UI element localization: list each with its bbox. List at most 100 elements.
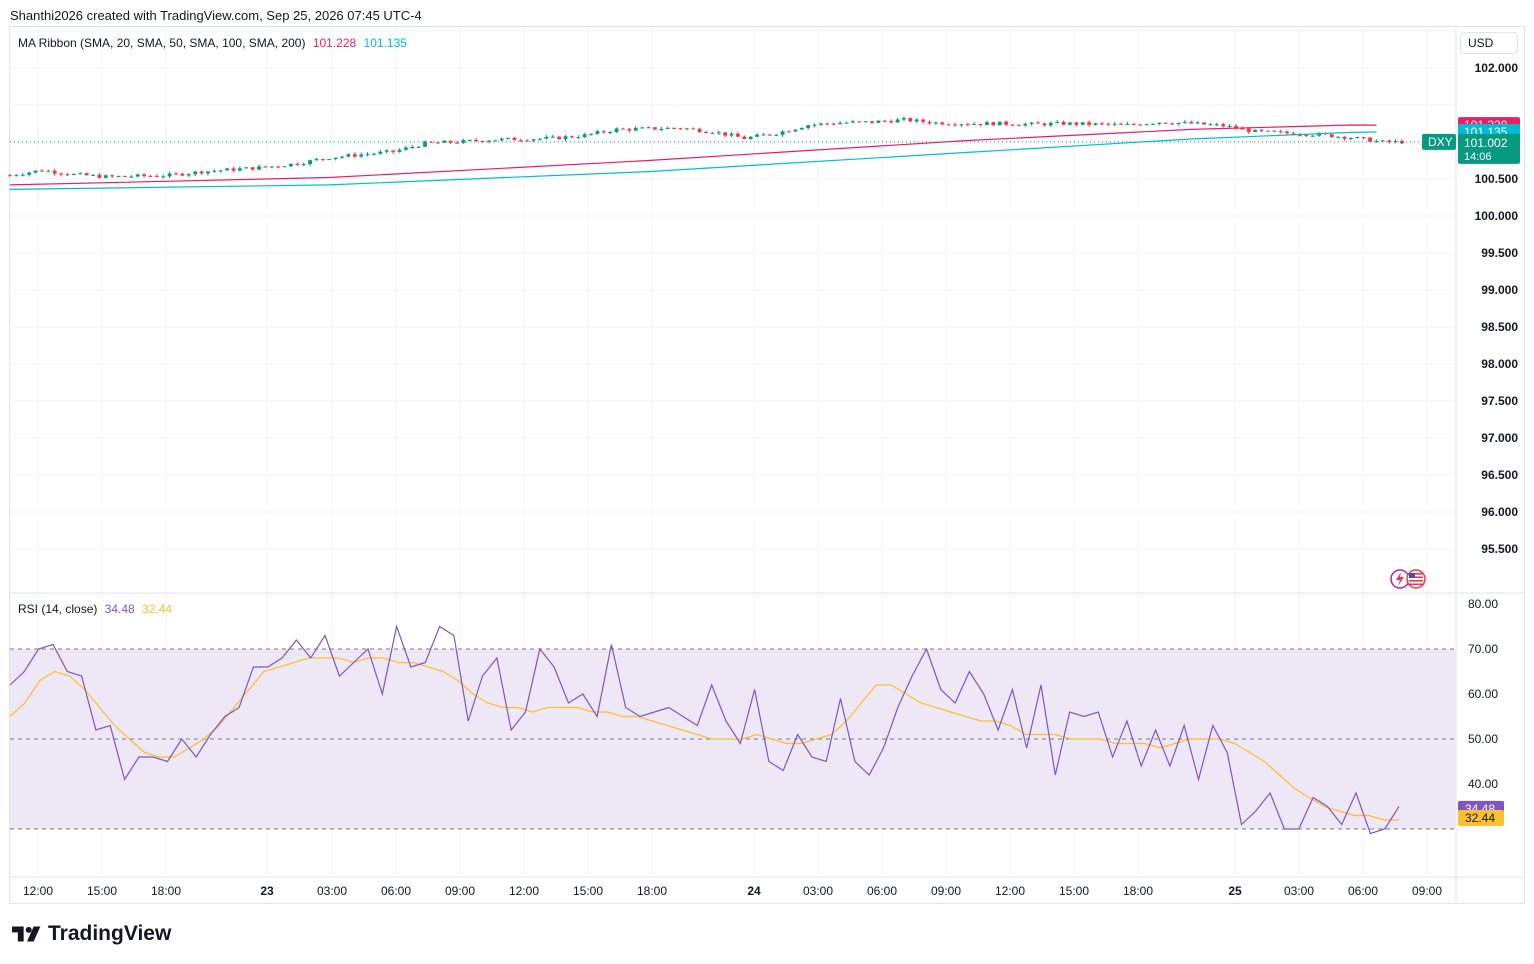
price-candle[interactable] (940, 121, 945, 126)
price-candle[interactable] (1234, 124, 1238, 131)
price-candle[interactable] (506, 137, 510, 140)
price-candle[interactable] (435, 141, 440, 144)
price-candle[interactable] (410, 144, 415, 150)
price-candle[interactable] (397, 148, 402, 153)
price-candle[interactable] (1387, 139, 1392, 144)
price-candle[interactable] (244, 166, 249, 169)
price-candle[interactable] (71, 173, 76, 176)
price-candle[interactable] (633, 125, 638, 132)
price-candle[interactable] (289, 163, 293, 168)
price-candle[interactable] (333, 157, 338, 161)
price-candle[interactable] (659, 126, 664, 132)
tradingview-logo[interactable]: TradingView (12, 922, 171, 946)
price-candle[interactable] (320, 158, 325, 162)
price-candle[interactable] (550, 134, 555, 138)
price-candle[interactable] (870, 121, 874, 124)
price-candle[interactable] (467, 139, 472, 141)
price-candle[interactable] (863, 121, 868, 123)
price-candle[interactable] (1010, 124, 1015, 127)
price-candle[interactable] (103, 174, 108, 179)
price-candle[interactable] (314, 157, 319, 161)
price-candle[interactable] (33, 170, 38, 174)
price-candle[interactable] (850, 119, 855, 124)
price-candle[interactable] (359, 152, 364, 159)
price-candle[interactable] (1176, 122, 1181, 126)
price-candle[interactable] (154, 174, 159, 177)
price-candle[interactable] (991, 121, 996, 126)
price-candle[interactable] (819, 122, 823, 127)
price-candle[interactable] (1272, 130, 1277, 132)
price-candle[interactable] (269, 166, 274, 168)
ma-ribbon-legend[interactable]: MA Ribbon (SMA, 20, SMA, 50, SMA, 100, S… (18, 36, 407, 50)
price-candle[interactable] (1304, 134, 1309, 138)
price-candle[interactable] (372, 152, 376, 156)
price-candle[interactable] (1253, 129, 1258, 133)
price-candle[interactable] (723, 132, 728, 138)
price-candle[interactable] (1144, 123, 1149, 126)
price-candle[interactable] (346, 153, 351, 158)
price-candle[interactable] (1227, 123, 1232, 128)
price-candle[interactable] (914, 117, 919, 124)
price-candle[interactable] (557, 136, 562, 140)
price-candle[interactable] (40, 169, 44, 172)
price-candle[interactable] (59, 172, 63, 177)
price-candle[interactable] (442, 139, 447, 143)
price-candle[interactable] (857, 121, 862, 123)
price-candle[interactable] (1182, 119, 1187, 124)
sma-50-line[interactable] (9, 131, 1377, 190)
price-candle[interactable] (1016, 124, 1021, 127)
price-candle[interactable] (416, 145, 421, 148)
price-candle[interactable] (806, 124, 811, 130)
price-candle[interactable] (1042, 122, 1047, 127)
price-candle[interactable] (231, 166, 236, 173)
price-candle[interactable] (78, 172, 83, 175)
currency-selector[interactable]: USD (1460, 32, 1518, 54)
rsi-ma-value-label[interactable]: 32.44 (1458, 810, 1504, 827)
price-candle[interactable] (1202, 122, 1206, 125)
price-candle[interactable] (142, 173, 147, 178)
price-candle[interactable] (129, 175, 134, 178)
price-candle[interactable] (531, 138, 536, 143)
price-candle[interactable] (582, 132, 587, 138)
price-candle[interactable] (250, 167, 255, 171)
symbol-tag[interactable]: DXY (1422, 133, 1456, 150)
price-candle[interactable] (186, 173, 191, 178)
price-candle[interactable] (365, 151, 370, 157)
price-candle[interactable] (569, 135, 574, 139)
price-candle[interactable] (895, 117, 900, 123)
price-candle[interactable] (716, 130, 721, 136)
price-candle[interactable] (799, 127, 804, 130)
price-candle[interactable] (1138, 123, 1143, 126)
price-candle[interactable] (838, 120, 843, 125)
rsi-ma-line[interactable] (9, 657, 1399, 821)
price-candle[interactable] (512, 136, 517, 141)
price-candle[interactable] (199, 170, 204, 175)
price-candle[interactable] (742, 135, 747, 140)
price-candle[interactable] (1285, 130, 1289, 135)
price-candle[interactable] (1349, 137, 1353, 141)
price-candle[interactable] (499, 137, 504, 142)
price-candle[interactable] (455, 141, 459, 144)
price-candle[interactable] (174, 172, 178, 175)
price-candle[interactable] (793, 129, 798, 133)
price-candle[interactable] (1036, 121, 1040, 124)
price-candle[interactable] (640, 126, 645, 129)
price-candle[interactable] (1163, 122, 1168, 124)
price-candle[interactable] (1004, 120, 1009, 127)
price-candle[interactable] (646, 126, 651, 129)
price-candle[interactable] (1119, 122, 1123, 125)
price-candle[interactable] (748, 135, 753, 140)
price-candle[interactable] (1221, 122, 1226, 128)
price-candle[interactable] (697, 127, 702, 134)
rsi-line[interactable] (9, 624, 1400, 835)
price-candle[interactable] (384, 148, 389, 154)
price-candle[interactable] (403, 145, 408, 151)
price-candle[interactable] (1087, 120, 1092, 127)
price-candle[interactable] (14, 174, 19, 177)
price-candle[interactable] (1310, 135, 1315, 137)
price-candle[interactable] (1329, 133, 1334, 138)
price-candle[interactable] (493, 140, 498, 142)
price-candle[interactable] (429, 141, 434, 143)
price-candle[interactable] (544, 134, 549, 140)
price-candle[interactable] (621, 127, 625, 130)
